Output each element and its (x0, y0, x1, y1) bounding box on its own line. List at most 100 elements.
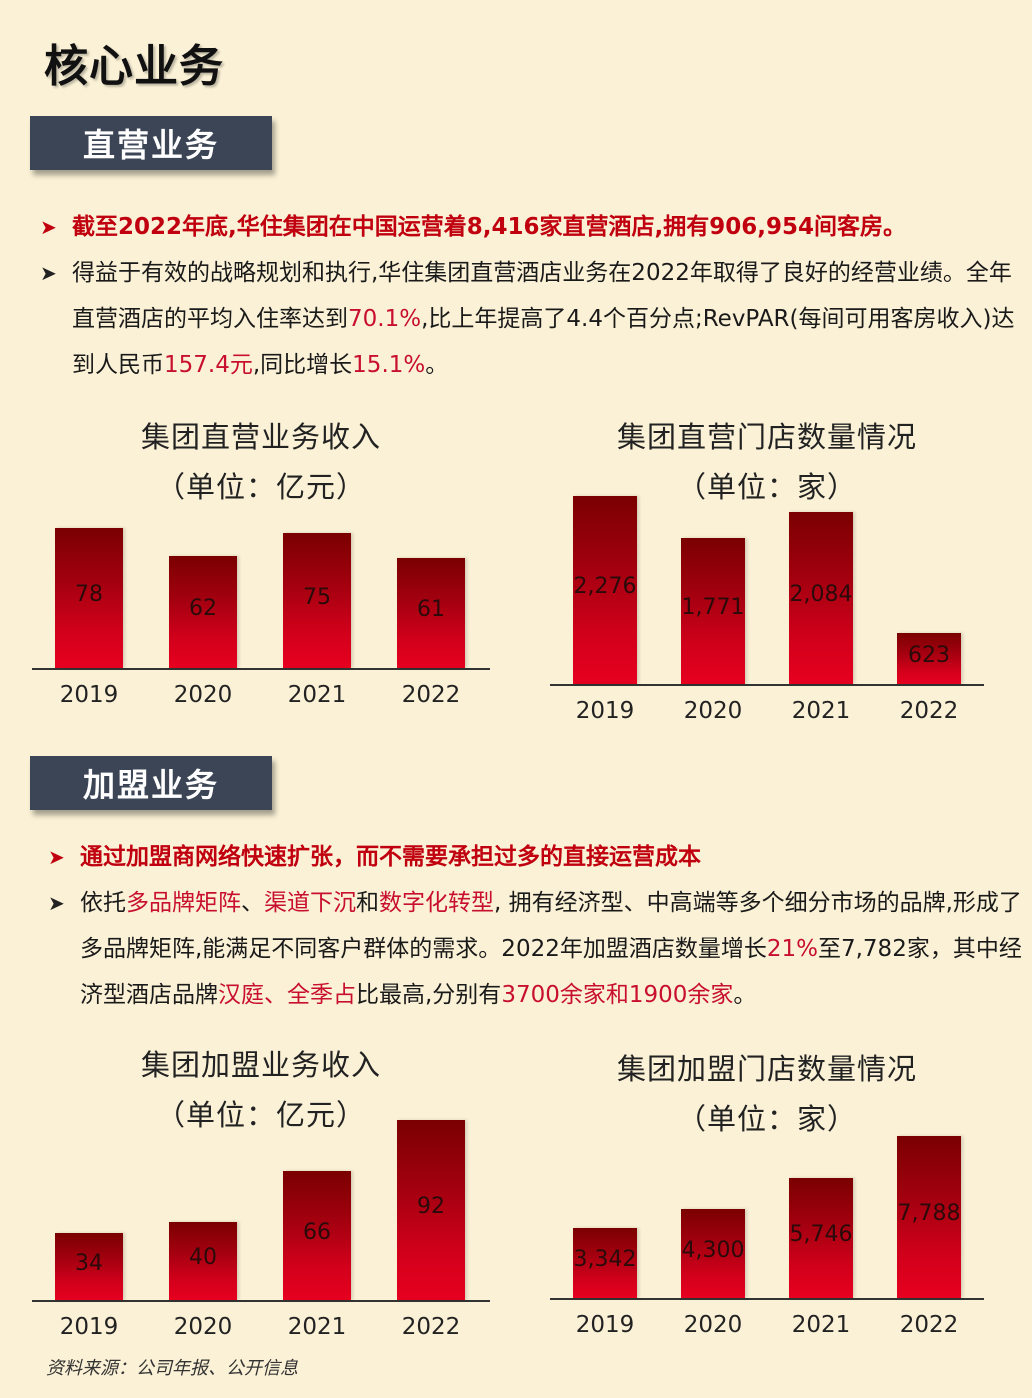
chart-unit: （单位：亿元） (155, 1098, 366, 1132)
bar-2020: 40 (169, 1222, 237, 1300)
bar-value-label: 3,342 (573, 1247, 637, 1272)
chart-title: 集团直营业务收入 (140, 420, 381, 454)
bar-value-label: 61 (417, 597, 445, 622)
x-tick-label: 2021 (287, 682, 347, 708)
x-tick-label: 2022 (899, 698, 959, 724)
bar-value-label: 75 (303, 584, 331, 610)
franchise-bullets: ➤ 通过加盟商网络快速扩张，而不需要承担过多的直接运营成本 ➤ 依托多品牌矩阵、… (48, 834, 1026, 1018)
chart-unit: （单位：亿元） (155, 470, 366, 504)
bar-2022: 92 (397, 1120, 465, 1300)
bar-value-label: 2,276 (573, 574, 637, 599)
text-run: 比最高,分别有 (356, 982, 502, 1008)
chart-title: 集团加盟门店数量情况 (616, 1052, 917, 1086)
direct-bullet-2-text: 得益于有效的战略规划和执行,华住集团直营酒店业务在2022年取得了良好的经营业绩… (72, 260, 1015, 378)
x-tick-label: 2019 (575, 698, 635, 724)
bar-2021: 75 (283, 533, 351, 668)
x-tick-label: 2020 (683, 1312, 743, 1338)
bar-value-label: 40 (189, 1245, 217, 1270)
x-tick-label: 2020 (683, 698, 743, 724)
highlight-multibrand: 多品牌矩阵 (126, 890, 241, 916)
bar-value-label: 34 (75, 1250, 103, 1276)
text-run: ,同比增长 (252, 352, 353, 378)
x-axis-baseline (550, 684, 984, 686)
bar-2019: 2,276 (573, 496, 637, 684)
text-run: , 拥有经济型、中高端等多个细分市场的品牌,形成了多品牌矩阵,能满足不同客户群体… (80, 890, 1022, 962)
arrow-bullet-icon: ➤ (48, 891, 65, 915)
highlight-occupancy: 70.1% (348, 306, 422, 332)
direct-bullet-2: ➤ 得益于有效的战略规划和执行,华住集团直营酒店业务在2022年取得了良好的经营… (40, 250, 1026, 388)
bar-2020: 1,771 (681, 538, 745, 684)
x-tick-label: 2019 (575, 1312, 635, 1338)
text-run: 。 (733, 982, 757, 1008)
bar-2022: 61 (397, 558, 465, 668)
text-run: 。 (425, 352, 449, 378)
bar-2019: 34 (55, 1233, 123, 1300)
highlight-channel: 渠道下沉 (264, 890, 356, 916)
x-axis-baseline (32, 1300, 490, 1302)
bar-2022: 623 (897, 633, 961, 684)
source-note: 资料来源：公司年报、公开信息 (46, 1358, 298, 1379)
x-tick-label: 2019 (59, 682, 119, 708)
highlight-brands: 汉庭、全季占 (218, 982, 356, 1008)
text-run: 至7,782家，其中经济型酒店品牌 (80, 936, 1022, 1008)
x-tick-label: 2022 (899, 1312, 959, 1338)
direct-bullets: ➤ 截至2022年底,华住集团在中国运营着8,416家直营酒店,拥有906,95… (40, 204, 1026, 388)
x-tick-label: 2021 (287, 1314, 347, 1340)
text-run: ,比上年提高了4.4个百分点;RevPAR(每间可用客房收入)达到人民币 (72, 306, 1015, 378)
plot-area: 2,276 2019 1,771 2020 2,084 2021 623 2022 (550, 494, 984, 724)
arrow-bullet-icon: ➤ (48, 845, 65, 869)
page-title: 核心业务 (44, 41, 224, 92)
franchise-bullet-2: ➤ 依托多品牌矩阵、渠道下沉和数字化转型, 拥有经济型、中高端等多个细分市场的品… (48, 880, 1026, 1018)
bar-value-label: 7,788 (897, 1201, 961, 1226)
franchise-business-badge: 加盟业务 (30, 756, 272, 810)
x-axis-baseline (32, 668, 490, 670)
x-tick-label: 2021 (791, 698, 851, 724)
text-run: 、 (241, 890, 264, 916)
direct-bullet-1-text: 截至2022年底,华住集团在中国运营着8,416家直营酒店,拥有906,954间… (72, 214, 906, 240)
direct-bullet-1: ➤ 截至2022年底,华住集团在中国运营着8,416家直营酒店,拥有906,95… (40, 204, 1026, 250)
x-tick-label: 2020 (173, 682, 233, 708)
bar-2021: 66 (283, 1171, 351, 1300)
chart-franchise-revenue: 集团加盟业务收入 （单位：亿元） 34 2019 40 2020 66 2021 92 202… (32, 1036, 490, 1348)
text-run: 得益于有效的战略规划和执行,华住集团直营酒店业务在2022年取得了良好的经营业绩… (72, 260, 1012, 332)
x-tick-label: 2022 (401, 1314, 461, 1340)
chart-franchise-stores: 集团加盟门店数量情况 （单位：家） 3,342 2019 4,300 2020 5,74… (550, 1040, 984, 1350)
bar-value-label: 5,746 (789, 1222, 853, 1247)
x-axis-baseline (550, 1298, 984, 1300)
highlight-digital: 数字化转型 (379, 890, 494, 916)
text-run: 依托 (80, 890, 126, 916)
x-tick-label: 2022 (401, 682, 461, 708)
bar-value-label: 4,300 (681, 1237, 745, 1263)
bar-value-label: 623 (908, 642, 950, 668)
highlight-brand-counts: 3700余家和1900余家 (501, 982, 734, 1008)
chart-title: 集团直营门店数量情况 (616, 420, 917, 454)
franchise-bullet-2-text: 依托多品牌矩阵、渠道下沉和数字化转型, 拥有经济型、中高端等多个细分市场的品牌,… (80, 890, 1022, 1008)
arrow-bullet-icon: ➤ (40, 261, 57, 285)
bar-2020: 4,300 (681, 1209, 745, 1298)
bar-value-label: 78 (75, 582, 103, 607)
x-tick-label: 2021 (791, 1312, 851, 1338)
chart-direct-stores: 集团直营门店数量情况 （单位：家） 2,276 2019 1,771 2020 2,08… (550, 408, 984, 738)
highlight-revpar: 157.4元 (164, 352, 253, 378)
bar-2020: 62 (169, 556, 237, 668)
chart-direct-revenue: 集团直营业务收入 （单位：亿元） 78 2019 62 2020 75 2021 61 202… (32, 408, 490, 718)
chart-title: 集团加盟业务收入 (140, 1048, 381, 1082)
plot-area: 34 2019 40 2020 66 2021 92 2022 (32, 1120, 490, 1340)
x-tick-label: 2020 (173, 1314, 233, 1340)
bar-value-label: 66 (303, 1219, 331, 1245)
highlight-growth: 15.1% (352, 352, 426, 378)
bar-2021: 5,746 (789, 1178, 853, 1298)
x-tick-label: 2019 (59, 1314, 119, 1340)
bar-2022: 7,788 (897, 1136, 961, 1298)
plot-area: 78 2019 62 2020 75 2021 61 2022 (32, 524, 490, 708)
bar-value-label: 2,084 (789, 582, 853, 607)
bar-value-label: 1,771 (681, 595, 745, 620)
plot-area: 3,342 2019 4,300 2020 5,746 2021 7,788 2022 (550, 1136, 984, 1338)
highlight-growth-pct: 21% (766, 936, 818, 962)
bar-2019: 78 (55, 528, 123, 668)
chart-unit: （单位：家） (676, 1102, 857, 1136)
chart-unit: （单位：家） (676, 470, 857, 504)
franchise-bullet-1: ➤ 通过加盟商网络快速扩张，而不需要承担过多的直接运营成本 (48, 834, 1026, 880)
bar-2021: 2,084 (789, 512, 853, 684)
bar-2019: 3,342 (573, 1228, 637, 1298)
